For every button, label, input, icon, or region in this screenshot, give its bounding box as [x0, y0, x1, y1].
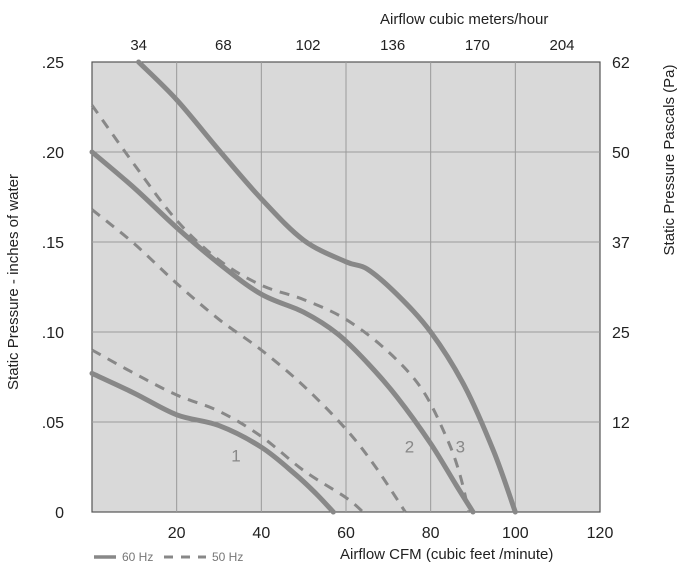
x-tick-label: 120: [587, 525, 614, 542]
legend-label-60hz: 60 Hz: [122, 550, 153, 564]
x-axis-ticks: 20 40 60 80 100 120: [168, 525, 614, 542]
y-right-tick-label: 37: [612, 235, 630, 252]
y-axis-title: Static Pressure - inches of water: [5, 174, 22, 390]
y-right-tick-label: 12: [612, 415, 630, 432]
y-tick-label: .20: [42, 145, 64, 162]
legend-label-50hz: 50 Hz: [212, 550, 243, 564]
series-line-1-solid: [89, 370, 336, 515]
x-axis-title: Airflow CFM (cubic feet /minute): [340, 546, 553, 563]
y-right-tick-label: 50: [612, 145, 630, 162]
curve-label: 2: [405, 438, 414, 457]
curve-labels: 1 2 3: [231, 438, 465, 466]
x-tick-label: 40: [252, 525, 270, 542]
series-line-5-dashed: [90, 104, 471, 513]
series-line-4-dashed: [91, 208, 407, 513]
x-tick-label: 100: [502, 525, 529, 542]
y-tick-label: .25: [42, 55, 64, 72]
y-right-axis-title: Static Pressure Pascals (Pa): [661, 65, 678, 256]
y-right-tick-label: 62: [612, 55, 630, 72]
x-tick-label: 80: [422, 525, 440, 542]
y-tick-label: 0: [55, 505, 64, 522]
x-top-tick-label: 34: [130, 37, 147, 54]
series-group: [89, 59, 518, 515]
y-tick-label: .10: [42, 325, 64, 342]
x-top-axis-title: Airflow cubic meters/hour: [380, 11, 548, 28]
y-axis-ticks: 0 .05 .10 .15 .20 .25: [42, 55, 64, 522]
x-tick-label: 60: [337, 525, 355, 542]
x-top-tick-label: 136: [380, 37, 405, 54]
y-tick-label: .15: [42, 235, 64, 252]
x-top-tick-label: 204: [549, 37, 574, 54]
x-top-tick-label: 102: [295, 37, 320, 54]
series-line-2-dashed: [91, 348, 364, 514]
series-line-6-solid: [136, 59, 518, 515]
series-line-3-solid: [89, 149, 476, 515]
y-tick-label: .05: [42, 415, 64, 432]
legend: 60 Hz 50 Hz: [94, 550, 243, 564]
x-tick-label: 20: [168, 525, 186, 542]
x-top-tick-label: 68: [215, 37, 232, 54]
y-right-axis-ticks: 12 25 37 50 62: [612, 55, 630, 432]
y-right-tick-label: 25: [612, 325, 630, 342]
x-top-tick-label: 170: [465, 37, 490, 54]
curve-label: 1: [231, 447, 240, 466]
grid: [92, 62, 600, 512]
x-top-axis-ticks: 34 68 102 136 170 204: [130, 37, 574, 54]
curve-label: 3: [456, 438, 465, 457]
